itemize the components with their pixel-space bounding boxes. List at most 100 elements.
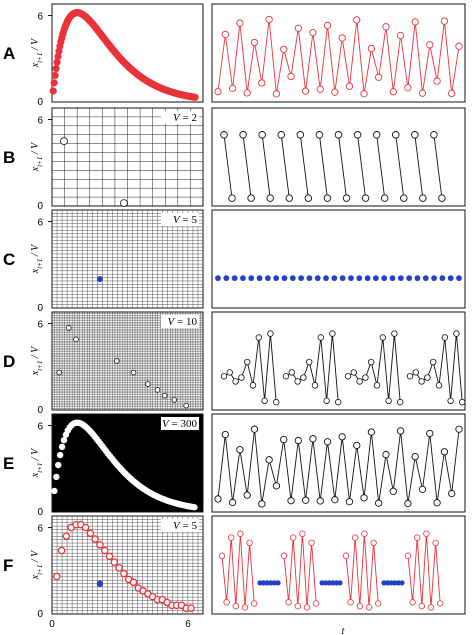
series-point (323, 21, 332, 30)
series-point (223, 275, 230, 282)
series-point (453, 330, 460, 337)
series-point (301, 87, 310, 95)
series-point (272, 482, 281, 490)
series-point (315, 131, 324, 139)
map-point (51, 487, 58, 495)
series-point (433, 499, 441, 507)
series-point (256, 275, 263, 282)
series-point (339, 275, 346, 282)
panel-b: B 0 6 xt+1 / V V = 2 (3, 107, 466, 212)
series-point (309, 435, 317, 443)
series-point (389, 88, 397, 96)
series-point (345, 498, 354, 506)
series-point (249, 382, 257, 389)
v-label: V = 5 (173, 520, 197, 532)
series-point (239, 131, 247, 139)
y-axis-label: xt+1 / V (30, 345, 44, 376)
series-point (344, 373, 352, 380)
map-point (191, 504, 198, 511)
y-tick-label: 0 (37, 405, 43, 416)
y-axis-label: xt+1 / V (30, 141, 44, 172)
series-point (289, 275, 296, 282)
map-point (54, 52, 62, 61)
map-point (51, 71, 59, 80)
plateau-point (385, 580, 391, 586)
map-point (183, 402, 190, 409)
series-point (361, 530, 368, 537)
series-point (247, 194, 255, 202)
map-point (62, 532, 71, 540)
x-tick-label: 6 (185, 619, 191, 630)
series-point (304, 194, 313, 202)
series-point (375, 73, 383, 81)
y-tick-label: 0 (37, 303, 43, 314)
series-point (287, 72, 295, 81)
map-point (130, 369, 137, 376)
series-point (250, 600, 258, 607)
series-point (396, 427, 405, 435)
series-point (379, 334, 386, 341)
series-point (418, 89, 427, 97)
map-point (81, 523, 90, 532)
map-point (120, 199, 128, 208)
series-point (411, 452, 419, 461)
timeseries-frame (211, 413, 466, 513)
y-tick-label: 6 (37, 218, 43, 229)
series-point (411, 131, 419, 139)
series-point (221, 30, 229, 39)
series-point (447, 397, 454, 405)
series-point (404, 552, 412, 559)
series-line (433, 134, 443, 199)
series-point (438, 194, 446, 202)
series-point (290, 534, 297, 541)
map-point (154, 387, 161, 393)
v-label: V = 300 (162, 418, 197, 430)
series-point (250, 38, 259, 47)
series-point (385, 397, 392, 405)
map-point (57, 546, 66, 555)
series-line (283, 533, 317, 608)
series-point (447, 275, 454, 282)
series-line (261, 134, 271, 199)
map-point (100, 546, 109, 555)
map-point (91, 535, 99, 543)
series-point (375, 600, 382, 607)
panel-letter: A (3, 44, 15, 63)
plateau-point (388, 580, 394, 586)
series-point (258, 79, 266, 87)
series-point (281, 275, 288, 282)
series-point (362, 374, 369, 381)
series-point (285, 599, 292, 606)
series-point (288, 369, 295, 376)
map-point (60, 436, 68, 444)
series-point (426, 429, 434, 438)
series-point (296, 131, 305, 139)
series-point (342, 194, 351, 202)
series-point (311, 382, 319, 389)
series-point (411, 18, 419, 26)
series-point (226, 369, 233, 376)
series-point (331, 496, 339, 504)
series-point (329, 330, 336, 337)
plateau-point (333, 580, 339, 586)
series-point (397, 398, 404, 406)
timeseries-frame (211, 107, 466, 207)
series-point (350, 369, 357, 376)
v-label-box (161, 111, 199, 124)
series-point (243, 89, 251, 97)
series-point (323, 438, 332, 446)
series-point (303, 604, 311, 611)
plateau-point (330, 580, 336, 586)
map-point (53, 572, 61, 581)
series-point (432, 539, 439, 546)
series-point (313, 600, 320, 607)
series-point (300, 374, 307, 381)
series-line (318, 134, 328, 199)
series-point (214, 87, 222, 96)
series-point (382, 450, 390, 459)
map-point (53, 58, 61, 66)
series-point (414, 534, 421, 541)
series-point (353, 131, 362, 139)
series-point (308, 539, 315, 546)
